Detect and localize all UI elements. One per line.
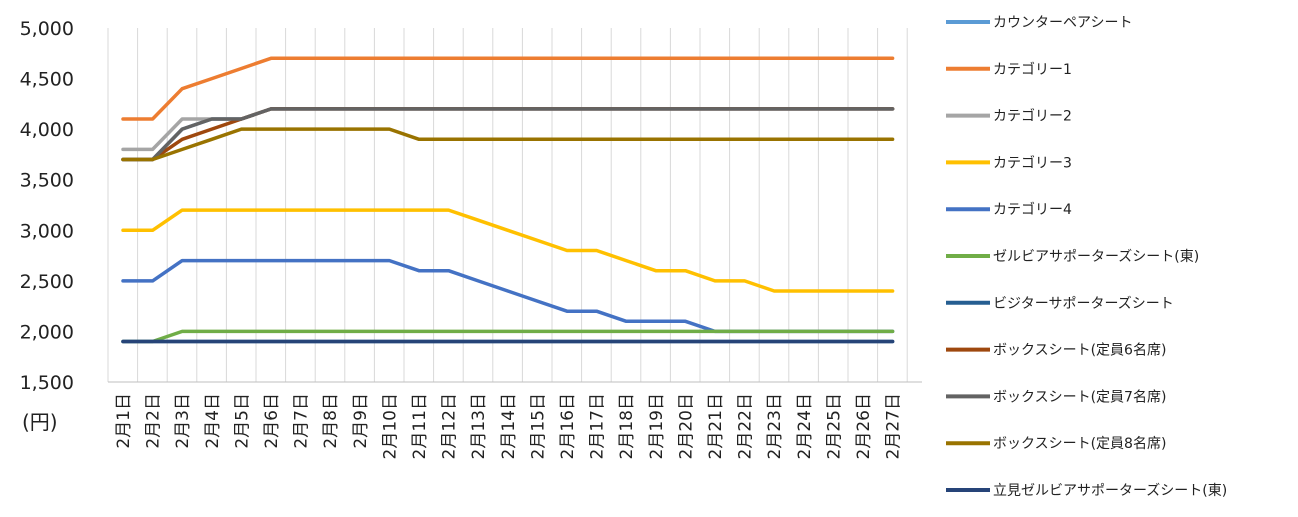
x-tick-label: 2月27日 <box>884 393 904 459</box>
x-tick-label: 2月7日 <box>292 393 312 449</box>
x-tick-label: 2月26日 <box>854 393 874 459</box>
y-tick-label: 3,000 <box>20 220 74 242</box>
legend-item: カテゴリー4 <box>946 201 1072 218</box>
x-tick-label: 2月2日 <box>144 393 164 449</box>
x-tick-label: 2月11日 <box>410 393 430 459</box>
gridlines <box>107 28 908 382</box>
y-tick-label: 3,500 <box>20 170 74 192</box>
x-axis-ticks: 2月1日 2月2日 2月3日 2月4日 2月5日 2月6日 2月7日 2月8日 2月9日 2月10… <box>114 393 904 459</box>
legend-label: カテゴリー4 <box>993 201 1072 218</box>
y-axis-unit-label: (円) <box>22 410 58 434</box>
legend-item: ゼルビアサポーターズシート(東) <box>946 249 1199 265</box>
x-tick-label: 2月16日 <box>558 393 578 459</box>
x-tick-label: 2月1日 <box>114 393 134 449</box>
x-tick-label: 2月9日 <box>351 393 371 449</box>
series-line-1 <box>121 107 895 162</box>
series-line-6 <box>121 329 895 344</box>
legend-label: ビジターサポーターズシート <box>993 296 1174 312</box>
x-tick-label: 2月24日 <box>795 393 815 459</box>
x-tick-label: 2月15日 <box>528 393 548 459</box>
legend-label: ボックスシート(定員6名席) <box>993 343 1166 359</box>
x-tick-label: 2月23日 <box>765 393 785 459</box>
series-line-5 <box>121 258 895 334</box>
legend-label: 立見ゼルビアサポーターズシート(東) <box>993 483 1227 499</box>
legend-label: カテゴリー3 <box>993 154 1072 171</box>
series-lines <box>121 56 895 344</box>
legend-label: ゼルビアサポーターズシート(東) <box>993 249 1199 265</box>
series-line-10 <box>121 127 895 162</box>
x-tick-label: 2月5日 <box>232 393 252 449</box>
x-tick-label: 2月3日 <box>173 393 193 449</box>
y-tick-label: 4,000 <box>20 119 74 141</box>
legend-label: ボックスシート(定員7名席) <box>993 389 1166 405</box>
legend-item: カテゴリー2 <box>946 108 1072 125</box>
legend-item: ボックスシート(定員7名席) <box>946 389 1166 405</box>
series-line-9 <box>121 107 895 162</box>
legend-item: カウンターペアシート <box>946 15 1132 31</box>
y-tick-label: 1,500 <box>20 372 74 394</box>
legend-item: カテゴリー1 <box>946 61 1072 78</box>
x-tick-label: 2月22日 <box>736 393 756 459</box>
legend-label: ボックスシート(定員8名席) <box>993 436 1166 452</box>
x-tick-label: 2月10日 <box>380 393 400 459</box>
y-tick-label: 2,500 <box>20 271 74 293</box>
y-tick-label: 5,000 <box>20 18 74 40</box>
x-tick-label: 2月20日 <box>676 393 696 459</box>
legend-item: ボックスシート(定員8名席) <box>946 436 1166 452</box>
legend-label: カテゴリー2 <box>993 108 1072 125</box>
x-tick-label: 2月14日 <box>499 393 519 459</box>
series-line-4 <box>121 208 895 293</box>
x-tick-label: 2月12日 <box>440 393 460 459</box>
legend-item: ビジターサポーターズシート <box>946 296 1174 312</box>
x-tick-label: 2月13日 <box>469 393 489 459</box>
x-tick-label: 2月8日 <box>321 393 341 449</box>
legend-item: 立見ゼルビアサポーターズシート(東) <box>946 483 1227 499</box>
y-tick-label: 2,000 <box>20 321 74 343</box>
series-line-2 <box>121 56 895 121</box>
legend-label: カウンターペアシート <box>993 15 1132 31</box>
series-line-8 <box>121 107 895 162</box>
x-tick-label: 2月4日 <box>203 393 223 449</box>
x-tick-label: 2月17日 <box>588 393 608 459</box>
x-tick-label: 2月25日 <box>824 393 844 459</box>
x-tick-label: 2月19日 <box>647 393 667 459</box>
x-tick-label: 2月6日 <box>262 393 282 449</box>
y-axis-ticks: 5,000 4,500 4,000 3,500 3,000 2,500 2,000 1,500 <box>20 18 74 394</box>
legend-label: カテゴリー1 <box>993 61 1072 78</box>
legend-item: ボックスシート(定員6名席) <box>946 343 1166 359</box>
legend-item: カテゴリー3 <box>946 154 1072 171</box>
x-tick-label: 2月18日 <box>617 393 637 459</box>
y-tick-label: 4,500 <box>20 69 74 91</box>
x-tick-label: 2月21日 <box>706 393 726 459</box>
